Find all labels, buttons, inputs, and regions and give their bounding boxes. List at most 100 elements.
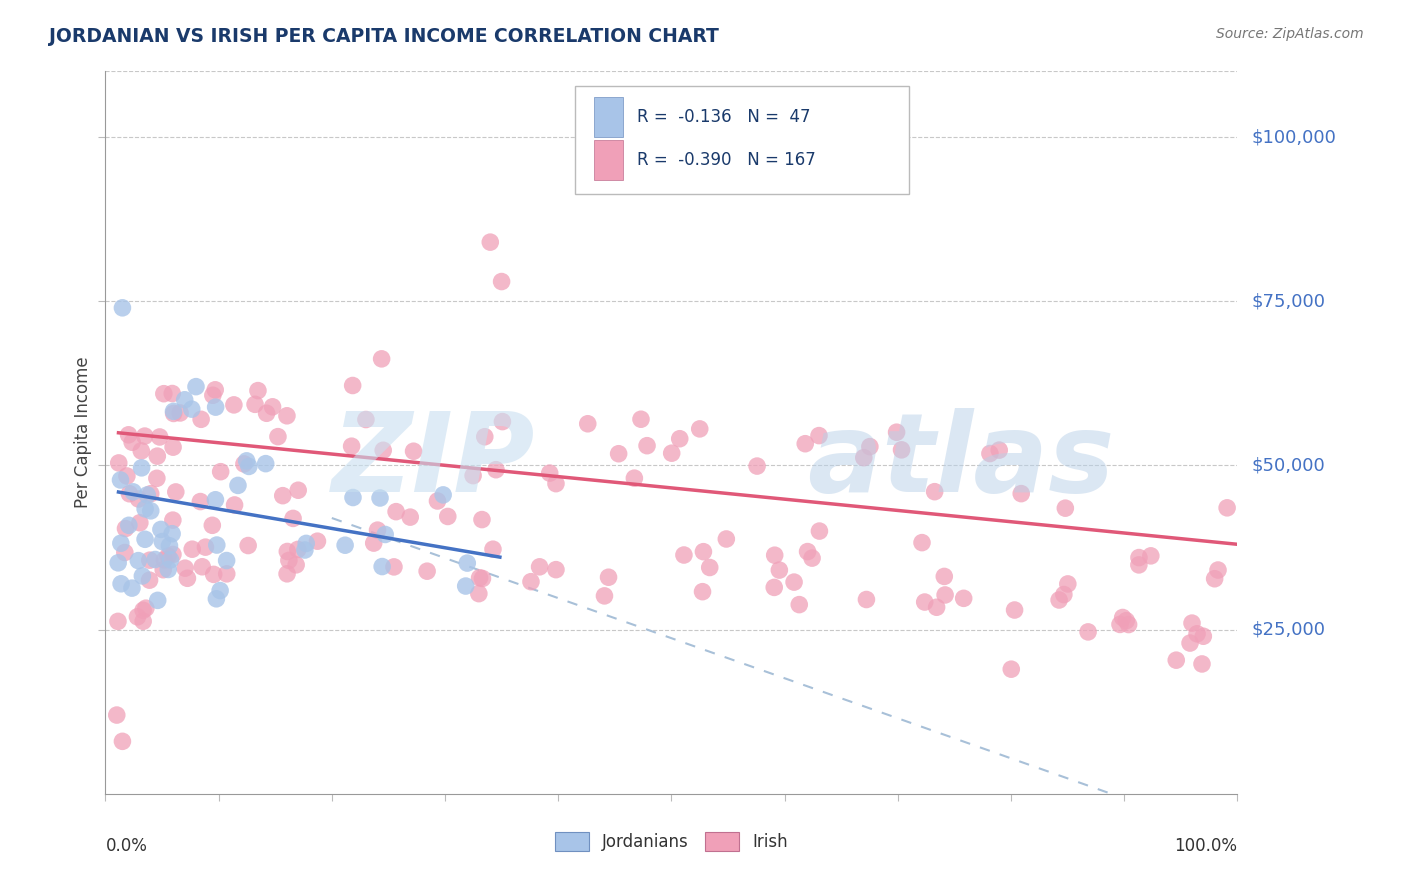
Point bbox=[191, 559, 214, 574]
Point bbox=[111, 301, 134, 315]
Point bbox=[202, 567, 225, 582]
Point bbox=[402, 444, 425, 458]
Point bbox=[110, 536, 132, 550]
Point bbox=[382, 560, 405, 574]
Point bbox=[370, 351, 392, 366]
Point bbox=[276, 566, 298, 581]
Point bbox=[209, 465, 232, 479]
Point bbox=[630, 412, 652, 426]
Point bbox=[859, 440, 882, 454]
Text: JORDANIAN VS IRISH PER CAPITA INCOME CORRELATION CHART: JORDANIAN VS IRISH PER CAPITA INCOME COR… bbox=[49, 27, 718, 45]
Point bbox=[174, 561, 197, 575]
Point bbox=[146, 593, 169, 607]
Point bbox=[520, 574, 543, 589]
Point bbox=[1140, 549, 1163, 563]
Point bbox=[238, 459, 260, 474]
Text: atlas: atlas bbox=[807, 408, 1115, 515]
Point bbox=[1000, 662, 1022, 676]
Point bbox=[794, 436, 817, 450]
Point bbox=[107, 556, 129, 570]
Point bbox=[235, 454, 257, 468]
Point bbox=[128, 516, 150, 530]
Point bbox=[162, 404, 184, 418]
Point bbox=[783, 575, 806, 590]
Point bbox=[544, 476, 567, 491]
Point bbox=[132, 603, 155, 617]
Point bbox=[911, 535, 934, 549]
Point bbox=[277, 553, 299, 567]
Point bbox=[491, 415, 513, 429]
Point bbox=[122, 484, 145, 499]
Point bbox=[1204, 572, 1226, 586]
Point bbox=[768, 563, 790, 577]
Point bbox=[254, 457, 277, 471]
Point bbox=[952, 591, 974, 606]
Point bbox=[914, 595, 936, 609]
Point bbox=[1004, 603, 1026, 617]
Point bbox=[763, 548, 786, 562]
Point bbox=[368, 491, 391, 505]
Text: Source: ZipAtlas.com: Source: ZipAtlas.com bbox=[1216, 27, 1364, 41]
Point bbox=[159, 539, 181, 553]
Point bbox=[636, 439, 658, 453]
Point bbox=[454, 579, 477, 593]
Point bbox=[204, 492, 226, 507]
Point bbox=[1166, 653, 1188, 667]
Point bbox=[808, 428, 831, 442]
Point bbox=[132, 614, 155, 628]
Point bbox=[796, 544, 818, 558]
Point bbox=[607, 447, 630, 461]
Point bbox=[205, 591, 228, 606]
Point bbox=[1128, 550, 1150, 565]
Point bbox=[162, 440, 184, 454]
Point bbox=[1178, 636, 1201, 650]
Point bbox=[173, 392, 195, 407]
Point bbox=[1191, 657, 1213, 671]
Point bbox=[363, 536, 385, 550]
Point bbox=[162, 548, 184, 562]
Point bbox=[890, 442, 912, 457]
Point bbox=[160, 526, 183, 541]
Point bbox=[456, 556, 478, 570]
Point bbox=[256, 406, 278, 420]
Point bbox=[180, 402, 202, 417]
Point bbox=[118, 487, 141, 501]
Point bbox=[340, 439, 363, 453]
Point bbox=[149, 430, 172, 444]
Point bbox=[139, 504, 162, 518]
Point bbox=[342, 378, 364, 392]
Point bbox=[117, 427, 139, 442]
Point bbox=[153, 553, 176, 567]
Point bbox=[162, 386, 184, 401]
Point bbox=[222, 398, 245, 412]
Point bbox=[1077, 624, 1099, 639]
Point bbox=[136, 488, 159, 502]
Point bbox=[1010, 486, 1032, 500]
Text: $25,000: $25,000 bbox=[1251, 621, 1326, 639]
Point bbox=[285, 558, 308, 572]
Point bbox=[224, 498, 246, 512]
Point bbox=[699, 560, 721, 574]
Point bbox=[745, 459, 768, 474]
Point bbox=[538, 466, 561, 480]
Point bbox=[233, 457, 256, 471]
Point bbox=[1109, 617, 1132, 632]
Text: R =  -0.136   N =  47: R = -0.136 N = 47 bbox=[637, 108, 811, 126]
Point bbox=[763, 581, 786, 595]
Point bbox=[121, 581, 143, 595]
Point bbox=[479, 235, 502, 249]
Point bbox=[287, 542, 309, 557]
Point bbox=[205, 538, 228, 552]
Point bbox=[115, 469, 138, 483]
Point bbox=[661, 446, 683, 460]
Point bbox=[787, 598, 810, 612]
Point bbox=[371, 559, 394, 574]
Point bbox=[262, 400, 284, 414]
Point bbox=[204, 383, 226, 397]
Point bbox=[105, 708, 128, 723]
Point bbox=[925, 600, 948, 615]
Point bbox=[276, 409, 298, 423]
Point bbox=[295, 536, 318, 550]
Point bbox=[276, 544, 298, 558]
Point bbox=[934, 569, 956, 583]
